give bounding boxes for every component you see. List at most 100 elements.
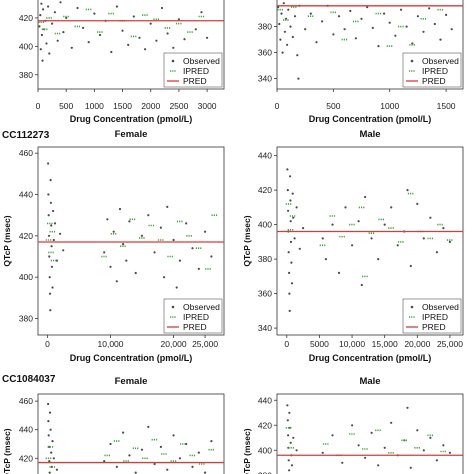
observed-point <box>140 234 144 237</box>
panel-r1-female: 380 400 420 440 460 0 10,000 20,000 25,000 Drug C… <box>2 129 225 363</box>
observed-point <box>166 468 169 471</box>
observed-point <box>292 436 295 439</box>
legend-label: PRED <box>183 76 207 86</box>
observed-point <box>394 34 397 37</box>
observed-point <box>50 265 54 268</box>
plot-area <box>276 393 464 474</box>
legend-observed-marker <box>171 59 175 63</box>
observed-point <box>293 15 297 18</box>
observed-point <box>47 193 50 196</box>
observed-point <box>388 21 391 24</box>
y-tick-label: 380 <box>258 22 272 32</box>
observed-point <box>287 459 290 462</box>
observed-point <box>147 425 150 428</box>
observed-point <box>185 442 188 446</box>
observed-point <box>112 230 115 233</box>
observed-point <box>50 245 53 248</box>
observed-point <box>370 431 373 434</box>
observed-point <box>295 206 298 209</box>
observed-point <box>286 43 289 46</box>
observed-point <box>59 1 62 4</box>
observed-point <box>51 440 54 443</box>
observed-point <box>377 258 380 261</box>
x-tick-label: 5000 <box>310 339 329 349</box>
observed-point <box>70 46 73 49</box>
observed-point <box>50 451 53 454</box>
observed-point <box>159 445 162 448</box>
x-tick-label: 3000 <box>198 101 217 111</box>
observed-point <box>390 206 393 209</box>
legend-label: Observed <box>183 56 220 66</box>
observed-point <box>281 51 284 54</box>
observed-point <box>38 25 41 28</box>
observed-point <box>337 15 341 18</box>
observed-point <box>160 6 164 10</box>
observed-point <box>144 48 147 51</box>
observed-point <box>47 162 50 165</box>
panel-r2-female: 420 440 460 QTcP (msec) Female <box>2 376 225 474</box>
panel-title: Male <box>359 376 380 387</box>
observed-point <box>39 14 42 17</box>
y-tick-label: 360 <box>258 289 272 299</box>
observed-point <box>42 8 45 11</box>
observed-point <box>290 464 294 467</box>
panel-r1-male: 340 360 380 400 420 440 0 5000 10,000 15,000 20,00… <box>242 129 464 363</box>
observed-point <box>40 33 44 37</box>
plot-content <box>38 1 224 62</box>
y-tick-label: 420 <box>19 13 33 23</box>
observed-point <box>371 26 374 29</box>
observed-point <box>39 48 42 51</box>
y-tick-label: 440 <box>19 190 33 200</box>
observed-point <box>41 59 44 62</box>
legend-observed-marker <box>171 305 175 309</box>
observed-point <box>87 41 90 44</box>
observed-point <box>283 30 286 33</box>
observed-point <box>450 28 453 31</box>
legend-label: PRED <box>422 322 446 332</box>
observed-point <box>98 33 102 37</box>
observed-point <box>47 234 51 237</box>
observed-point <box>405 25 408 28</box>
observed-point <box>351 244 354 247</box>
observed-point <box>48 255 51 258</box>
observed-point <box>52 238 55 242</box>
observed-point <box>416 429 419 432</box>
x-tick-label: 1000 <box>380 101 399 111</box>
observed-point <box>122 431 125 434</box>
y-tick-label: 460 <box>19 148 33 158</box>
observed-point <box>155 39 158 42</box>
observed-point <box>286 189 289 192</box>
observed-point <box>321 237 324 240</box>
panel-title: Female <box>115 376 148 387</box>
panel-title: Male <box>359 129 380 140</box>
row-label-cc1084037: CC1084037 <box>2 374 56 385</box>
observed-point <box>435 251 438 254</box>
x-tick-label: 2500 <box>169 101 188 111</box>
y-tick-label: 380 <box>258 254 272 264</box>
observed-point <box>138 36 141 39</box>
observed-point <box>289 25 292 28</box>
observed-point <box>383 446 386 449</box>
y-tick-label: 420 <box>19 231 33 241</box>
observed-point <box>354 37 357 40</box>
observed-point <box>121 29 124 32</box>
observed-point <box>52 209 55 213</box>
observed-point <box>357 220 360 223</box>
observed-point <box>149 22 152 25</box>
observed-point <box>47 5 50 8</box>
observed-point <box>390 421 393 424</box>
y-tick-label: 380 <box>19 70 33 80</box>
observed-point <box>277 6 280 9</box>
observed-point <box>51 22 54 25</box>
observed-point <box>153 251 156 254</box>
observed-point <box>344 206 347 209</box>
observed-point <box>289 220 292 223</box>
observed-point <box>360 17 363 20</box>
x-tick-label: 1000 <box>85 101 104 111</box>
observed-point <box>49 309 52 312</box>
observed-point <box>315 41 318 44</box>
observed-point <box>309 12 312 15</box>
observed-point <box>153 462 156 466</box>
